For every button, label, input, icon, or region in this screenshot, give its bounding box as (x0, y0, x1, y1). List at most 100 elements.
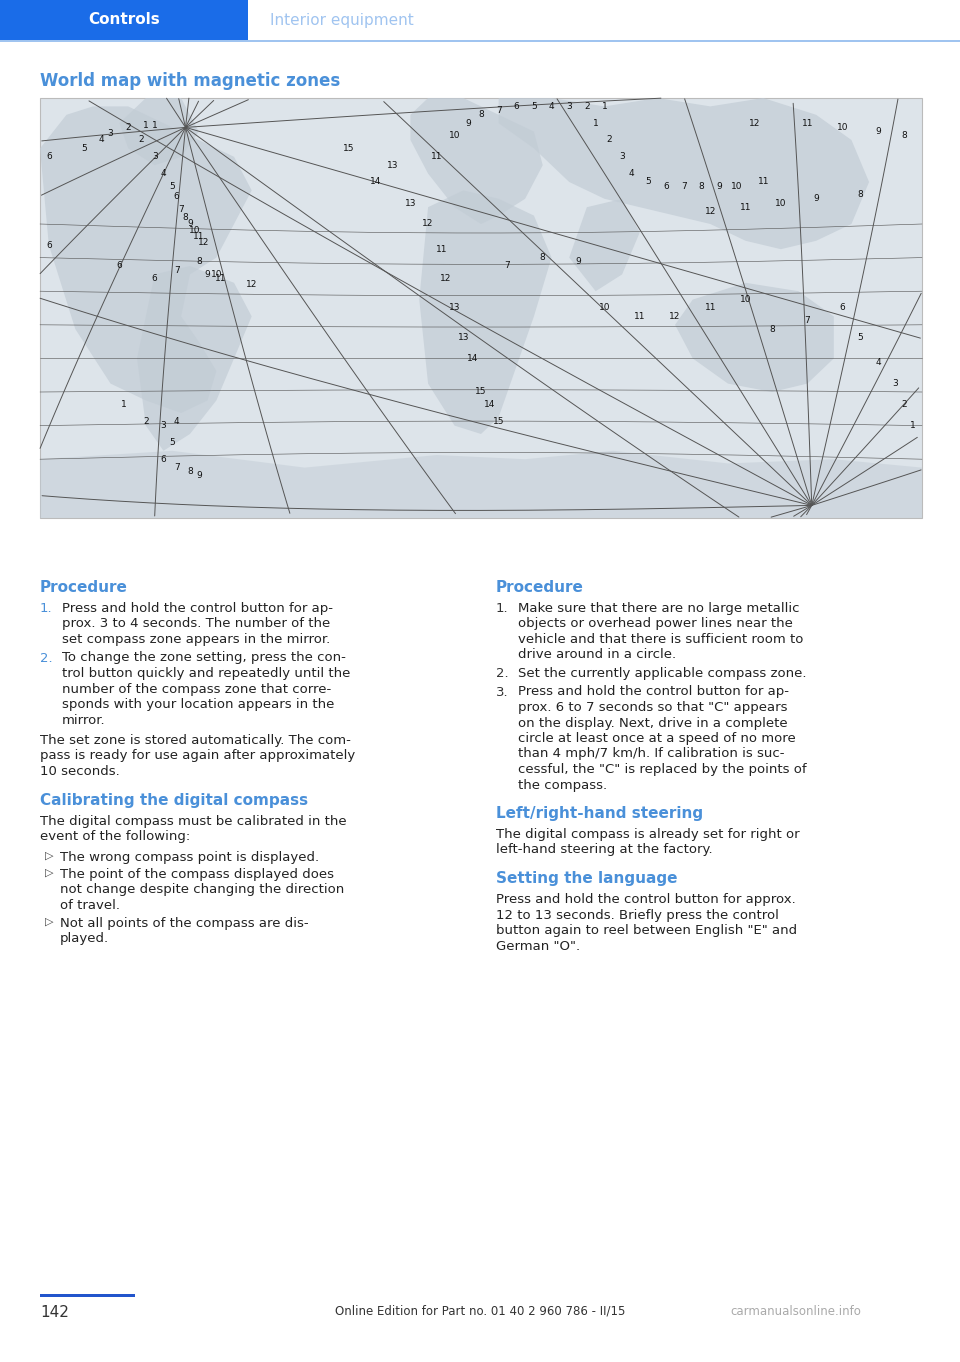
Text: Press and hold the control button for ap-: Press and hold the control button for ap… (62, 602, 333, 616)
Polygon shape (137, 266, 252, 451)
Text: 10: 10 (448, 131, 460, 140)
Text: pass is ready for use again after approximately: pass is ready for use again after approx… (40, 749, 355, 763)
Text: 5: 5 (169, 181, 175, 191)
Text: sponds with your location appears in the: sponds with your location appears in the (62, 697, 334, 711)
Text: 11: 11 (215, 274, 227, 283)
Text: 11: 11 (193, 232, 204, 241)
Text: 15: 15 (475, 388, 487, 396)
Text: Press and hold the control button for ap-: Press and hold the control button for ap… (518, 685, 789, 699)
Text: 10: 10 (188, 226, 200, 234)
Text: mirror.: mirror. (62, 714, 106, 726)
Text: 3: 3 (566, 102, 572, 110)
Text: 11: 11 (436, 245, 447, 253)
Text: 9: 9 (716, 181, 722, 191)
Polygon shape (40, 451, 922, 518)
Text: 4: 4 (174, 417, 180, 426)
Text: 14: 14 (467, 354, 478, 362)
Text: 8: 8 (196, 257, 202, 267)
Text: 14: 14 (370, 177, 381, 187)
Text: 5: 5 (82, 144, 87, 153)
Text: 11: 11 (757, 177, 769, 187)
Text: played.: played. (60, 932, 109, 945)
Text: 11: 11 (431, 153, 443, 161)
Text: 4: 4 (549, 102, 554, 110)
Text: 2: 2 (138, 135, 144, 144)
Text: 7: 7 (174, 266, 180, 275)
Text: 4: 4 (160, 169, 166, 178)
Text: ▷: ▷ (45, 850, 54, 861)
Text: 15: 15 (343, 144, 354, 153)
Text: 3: 3 (108, 129, 113, 138)
Text: circle at least once at a speed of no more: circle at least once at a speed of no mo… (518, 731, 796, 745)
Text: 8: 8 (901, 131, 907, 140)
Text: Press and hold the control button for approx.: Press and hold the control button for ap… (496, 893, 796, 906)
Text: The digital compass must be calibrated in the: The digital compass must be calibrated i… (40, 814, 347, 828)
Text: 10: 10 (740, 296, 752, 304)
Text: 13: 13 (405, 199, 417, 207)
Text: 7: 7 (804, 316, 810, 326)
Text: ▷: ▷ (45, 917, 54, 926)
Text: 9: 9 (196, 471, 202, 481)
Text: 142: 142 (40, 1305, 69, 1320)
Text: 7: 7 (179, 204, 184, 214)
Text: 3.: 3. (496, 685, 509, 699)
Text: vehicle and that there is sufficient room to: vehicle and that there is sufficient roo… (518, 633, 804, 646)
Text: button again to reel between English "E" and: button again to reel between English "E"… (496, 923, 797, 937)
Text: Left/right-hand steering: Left/right-hand steering (496, 806, 703, 821)
Text: Online Edition for Part no. 01 40 2 960 786 - II/15: Online Edition for Part no. 01 40 2 960 … (335, 1305, 625, 1318)
Text: The wrong compass point is displayed.: The wrong compass point is displayed. (60, 850, 319, 864)
Text: 8: 8 (857, 191, 863, 199)
Text: To change the zone setting, press the con-: To change the zone setting, press the co… (62, 651, 346, 665)
Polygon shape (675, 283, 834, 392)
Text: not change despite changing the direction: not change despite changing the directio… (60, 884, 345, 896)
Text: 2: 2 (126, 123, 131, 132)
Text: Procedure: Procedure (496, 580, 584, 595)
Text: 6: 6 (514, 102, 519, 110)
Text: Interior equipment: Interior equipment (270, 12, 414, 27)
Text: 7: 7 (495, 106, 501, 116)
Text: Set the currently applicable compass zone.: Set the currently applicable compass zon… (518, 667, 806, 680)
Bar (40, 98, 922, 518)
Text: 9: 9 (813, 195, 819, 203)
Text: 9: 9 (465, 118, 470, 128)
Text: 7: 7 (681, 181, 686, 191)
Text: 10: 10 (775, 199, 786, 207)
Text: 1: 1 (910, 421, 916, 430)
Text: 4: 4 (628, 169, 634, 178)
Text: 8: 8 (478, 110, 484, 120)
Text: Controls: Controls (88, 12, 160, 27)
Text: 6: 6 (46, 241, 52, 249)
Text: 6: 6 (663, 181, 669, 191)
Text: 4: 4 (99, 135, 105, 144)
Text: The set zone is stored automatically. The com-: The set zone is stored automatically. Th… (40, 734, 350, 746)
Text: 9: 9 (187, 219, 193, 229)
Text: set compass zone appears in the mirror.: set compass zone appears in the mirror. (62, 633, 330, 646)
Text: number of the compass zone that corre-: number of the compass zone that corre- (62, 682, 331, 696)
Text: 10: 10 (837, 123, 849, 132)
Text: event of the following:: event of the following: (40, 829, 190, 843)
Text: 1: 1 (152, 121, 157, 129)
Bar (0, 39, 960, 42)
Text: 6: 6 (116, 262, 122, 271)
Text: 12: 12 (749, 118, 760, 128)
Text: on the display. Next, drive in a complete: on the display. Next, drive in a complet… (518, 716, 787, 730)
Text: 5: 5 (169, 439, 175, 447)
Text: left-hand steering at the factory.: left-hand steering at the factory. (496, 843, 712, 857)
Text: 11: 11 (705, 304, 716, 312)
Text: 13: 13 (448, 304, 460, 312)
Text: World map with magnetic zones: World map with magnetic zones (40, 72, 340, 90)
Text: Procedure: Procedure (40, 580, 128, 595)
Text: 6: 6 (160, 455, 166, 463)
Text: 5: 5 (531, 102, 537, 110)
Text: Not all points of the compass are dis-: Not all points of the compass are dis- (60, 917, 308, 929)
Text: 8: 8 (699, 181, 705, 191)
Text: prox. 6 to 7 seconds so that "C" appears: prox. 6 to 7 seconds so that "C" appears (518, 701, 787, 714)
Text: German "O".: German "O". (496, 940, 580, 952)
Text: drive around in a circle.: drive around in a circle. (518, 648, 676, 662)
Text: 4: 4 (876, 358, 880, 368)
Text: 10 seconds.: 10 seconds. (40, 765, 120, 778)
Text: 1: 1 (602, 102, 608, 110)
Text: 1: 1 (121, 400, 127, 409)
Text: than 4 mph/7 km/h. If calibration is suc-: than 4 mph/7 km/h. If calibration is suc… (518, 748, 784, 760)
Text: 8: 8 (187, 467, 193, 477)
